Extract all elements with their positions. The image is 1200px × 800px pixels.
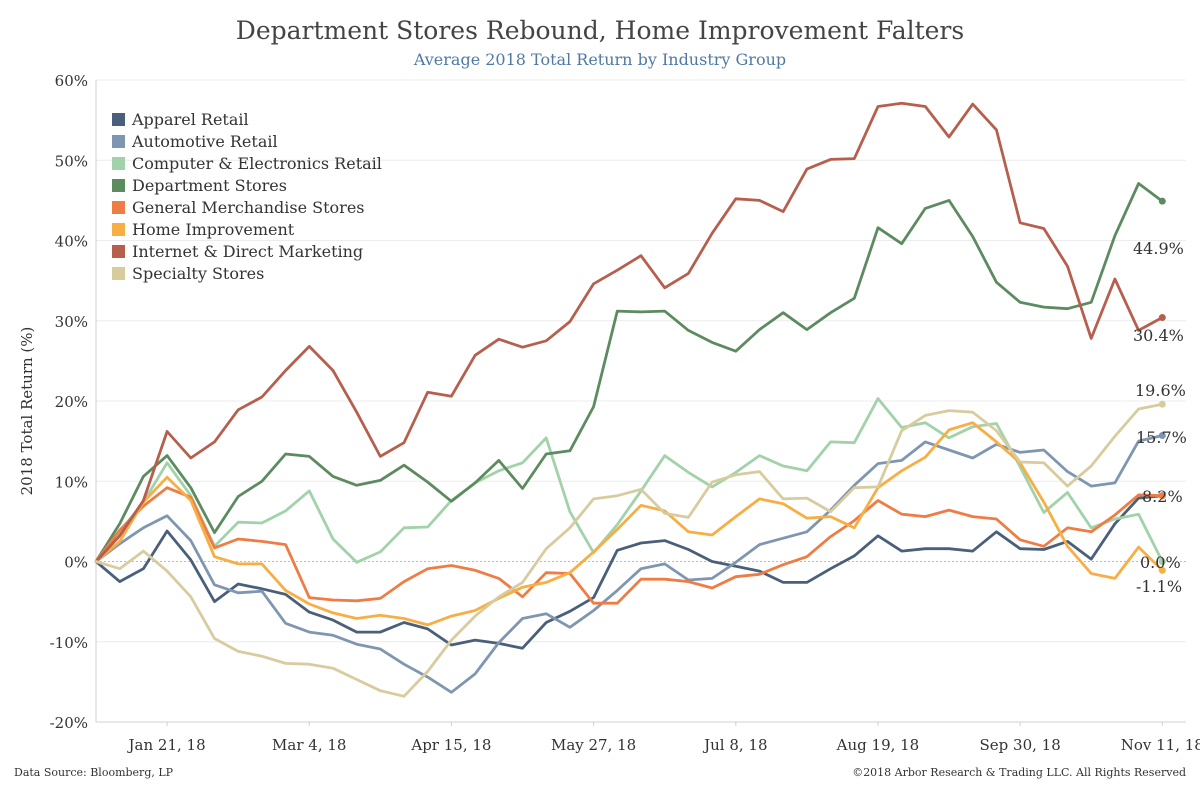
y-tick-label: 30%: [55, 313, 88, 331]
legend-label: Apparel Retail: [131, 110, 249, 129]
end-value-label: 0.0%: [1140, 553, 1181, 572]
legend: Apparel Retail Automotive Retail Computer …: [112, 110, 382, 283]
series-line: [94, 402, 1164, 698]
end-value-label: 15.7%: [1136, 428, 1187, 447]
y-tick-label: 40%: [55, 233, 88, 251]
legend-swatch: [112, 245, 125, 258]
series-end-marker: [1158, 400, 1166, 408]
y-tick-label: 10%: [55, 473, 88, 491]
legend-swatch: [112, 201, 125, 214]
series-end-marker: [1158, 558, 1166, 565]
series-line: [94, 486, 1164, 605]
y-tick-label: 50%: [55, 152, 88, 170]
y-tick-label: 0%: [64, 554, 88, 572]
legend-label: Department Stores: [132, 176, 287, 195]
legend-swatch: [112, 223, 125, 236]
x-tick-label: May 27, 18: [551, 736, 636, 754]
data-source-note: Data Source: Bloomberg, LP: [14, 766, 174, 779]
x-tick-label: Sep 30, 18: [980, 736, 1061, 754]
legend-label: Computer & Electronics Retail: [132, 154, 382, 173]
legend-label: Internet & Direct Marketing: [132, 242, 363, 261]
axes: -20% -10% 0% 10% 20% 30% 40% 50% 60% Jan 21, 18 Ma…: [18, 72, 1200, 754]
x-tick-label: Nov 11, 18: [1121, 736, 1200, 754]
chart-title: Department Stores Rebound, Home Improvem…: [235, 16, 965, 45]
y-tick-label: -20%: [50, 714, 88, 732]
x-tick-label: Jul 8, 18: [702, 736, 767, 754]
series-line: [94, 421, 1164, 627]
x-tick-label: Mar 4, 18: [272, 736, 346, 754]
chart-subtitle: Average 2018 Total Return by Industry Gr…: [413, 50, 787, 69]
series-line: [94, 101, 1164, 563]
end-value-label: 30.4%: [1133, 326, 1184, 345]
x-tick-label: Aug 19, 18: [836, 736, 920, 754]
y-tick-label: 60%: [55, 72, 88, 90]
y-tick-label: -10%: [50, 634, 88, 652]
series-line: [94, 494, 1164, 650]
series-line: [94, 434, 1164, 694]
legend-swatch: [112, 113, 125, 126]
series-end-marker: [1158, 492, 1166, 500]
series-end-marker: [1158, 314, 1166, 322]
end-labels: 44.9% 30.4% 19.6% 15.7% 8.2% 0.0% -1.1%: [1133, 239, 1187, 596]
legend-label: General Merchandise Stores: [132, 198, 365, 217]
legend-swatch: [112, 135, 125, 148]
x-tick-label: Jan 21, 18: [127, 736, 206, 754]
legend-swatch: [112, 179, 125, 192]
y-tick-label: 20%: [55, 393, 88, 411]
legend-label: Automotive Retail: [131, 132, 278, 151]
series-line: [94, 182, 1164, 563]
end-value-label: 19.6%: [1135, 381, 1186, 400]
legend-swatch: [112, 267, 125, 280]
legend-label: Specialty Stores: [132, 264, 264, 283]
y-axis-label: 2018 Total Return (%): [18, 327, 36, 496]
legend-swatch: [112, 157, 125, 170]
series-line: [94, 397, 1164, 564]
x-tick-label: Apr 15, 18: [410, 736, 491, 754]
end-value-label: -1.1%: [1136, 577, 1182, 596]
legend-label: Home Improvement: [132, 220, 295, 239]
copyright-note: ©2018 Arbor Research & Trading LLC. All …: [852, 766, 1186, 779]
end-value-label: 44.9%: [1133, 239, 1184, 258]
series-end-marker: [1158, 432, 1166, 440]
series-end-marker: [1158, 566, 1166, 574]
series-lines: [94, 101, 1166, 698]
end-value-label: 8.2%: [1142, 487, 1183, 506]
series-end-marker: [1158, 197, 1166, 205]
